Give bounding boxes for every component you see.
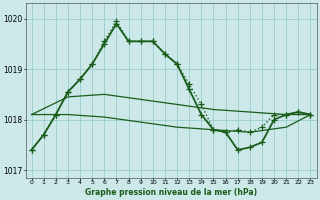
X-axis label: Graphe pression niveau de la mer (hPa): Graphe pression niveau de la mer (hPa) bbox=[85, 188, 257, 197]
